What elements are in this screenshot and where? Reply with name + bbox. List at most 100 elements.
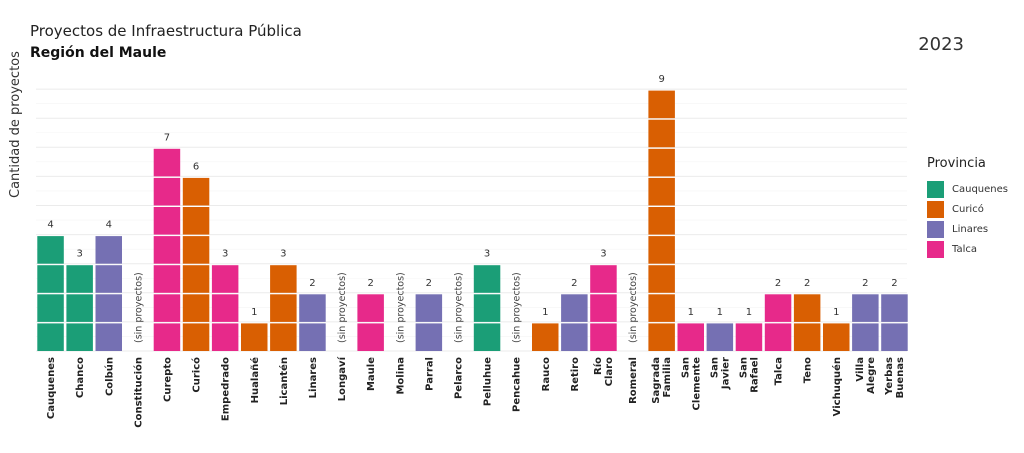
- bar-block: [299, 323, 326, 351]
- legend-item: Cauquenes: [927, 179, 1008, 199]
- data-label: 1: [251, 307, 257, 318]
- bar-block: [532, 323, 559, 351]
- x-tick-line: Colbún: [103, 357, 115, 396]
- x-tick-line: Curicó: [191, 357, 203, 393]
- x-tick-label: SanJavier: [709, 357, 731, 390]
- x-tick-line: Curepto: [162, 357, 173, 402]
- x-tick-label: YerbasBuenas: [884, 357, 906, 398]
- x-tick-line: San: [709, 357, 720, 378]
- data-label: 2: [309, 278, 315, 289]
- x-tick-label: Longaví: [336, 356, 348, 401]
- bar-block: [648, 265, 675, 293]
- x-tick-line: Buenas: [895, 357, 906, 398]
- data-label: 3: [280, 249, 286, 260]
- x-tick-line: San: [680, 357, 691, 378]
- x-tick-line: Licantén: [278, 357, 290, 405]
- x-tick-label: Pelarco: [453, 357, 464, 399]
- bar-block: [299, 294, 326, 322]
- x-tick-line: Vichuquén: [831, 357, 843, 416]
- bar-block: [561, 294, 588, 322]
- empty-label: (sin proyectos): [395, 272, 406, 343]
- data-label: 6: [193, 161, 199, 172]
- bar-block: [764, 323, 792, 351]
- legend-item: Talca: [927, 239, 1008, 259]
- data-label: 9: [658, 74, 664, 85]
- bar-block: [66, 294, 93, 322]
- data-label: 1: [688, 307, 694, 318]
- chart-title: Proyectos de Infraestructura Pública: [30, 22, 302, 40]
- x-tick-line: Claro: [604, 357, 615, 386]
- data-label: 1: [746, 307, 752, 318]
- bar-block: [648, 236, 675, 264]
- x-tick-label: Linares: [308, 357, 319, 398]
- bar-block: [95, 323, 122, 351]
- bar-block: [182, 236, 210, 264]
- x-tick-line: Constitución: [132, 357, 144, 428]
- bar-block: [153, 265, 181, 293]
- x-tick-line: Alegre: [866, 357, 877, 394]
- data-label: 1: [542, 307, 548, 318]
- data-label: 2: [804, 278, 810, 289]
- bar-block: [648, 177, 675, 206]
- bar-block: [211, 323, 239, 351]
- empty-label: (sin proyectos): [453, 272, 464, 343]
- bar-block: [648, 207, 675, 235]
- x-tick-line: Teno: [803, 357, 814, 383]
- bar-block: [415, 323, 443, 351]
- x-tick-line: Río: [592, 357, 604, 375]
- bar-block: [823, 323, 850, 351]
- x-tick-line: Parral: [424, 357, 435, 391]
- data-label: 3: [76, 249, 82, 260]
- x-tick-line: Pelluhue: [483, 357, 494, 406]
- legend-item: Curicó: [927, 199, 1008, 219]
- x-tick-label: Curicó: [191, 357, 203, 393]
- data-label: 3: [222, 249, 228, 260]
- bar-block: [473, 323, 501, 351]
- bar-block: [793, 294, 821, 322]
- bar-block: [590, 265, 617, 293]
- x-tick-line: Sagrada: [651, 357, 662, 404]
- data-label: 3: [484, 249, 490, 260]
- bar-block: [473, 294, 501, 322]
- chart-subtitle: Región del Maule: [30, 45, 167, 61]
- bar-block: [153, 323, 181, 351]
- bar-block: [182, 323, 210, 351]
- bar-block: [590, 323, 617, 351]
- bar-block: [153, 207, 181, 235]
- x-tick-line: Romeral: [628, 357, 639, 404]
- x-tick-line: Cauquenes: [46, 357, 57, 419]
- x-tick-line: Hualañé: [249, 357, 261, 404]
- x-tick-label: Pencahue: [512, 357, 523, 412]
- bar-block: [211, 294, 239, 322]
- bar-block: [648, 148, 675, 177]
- bar-block: [182, 207, 210, 235]
- x-tick-line: Rafael: [749, 357, 760, 393]
- x-tick-line: Talca: [774, 357, 785, 385]
- empty-label: (sin proyectos): [628, 272, 639, 343]
- bar-block: [357, 294, 384, 322]
- legend-swatch: [927, 180, 944, 198]
- bar-block: [95, 294, 122, 322]
- bar-block: [37, 265, 64, 293]
- bar-block: [415, 294, 443, 322]
- x-tick-label: Licantén: [278, 357, 290, 405]
- bar-block: [473, 265, 501, 293]
- bar-block: [881, 323, 908, 351]
- legend: Provincia Cauquenes Curicó Linares Talca: [927, 156, 1008, 259]
- x-tick-label: Talca: [774, 357, 785, 385]
- bar-block: [37, 323, 64, 351]
- x-tick-line: Molina: [395, 357, 406, 395]
- bar-block: [357, 323, 384, 351]
- x-tick-label: Retiro: [570, 357, 581, 392]
- bar-block: [182, 177, 210, 206]
- legend-item: Linares: [927, 219, 1008, 239]
- bar-block: [793, 323, 821, 351]
- x-tick-label: Colbún: [103, 357, 115, 396]
- x-tick-label: Curepto: [162, 357, 173, 402]
- bar-block: [153, 177, 181, 206]
- data-label: 2: [862, 278, 868, 289]
- bar-block: [735, 323, 763, 351]
- bar-block: [241, 323, 268, 351]
- x-tick-label: Rauco: [541, 357, 552, 391]
- bar-block: [211, 265, 239, 293]
